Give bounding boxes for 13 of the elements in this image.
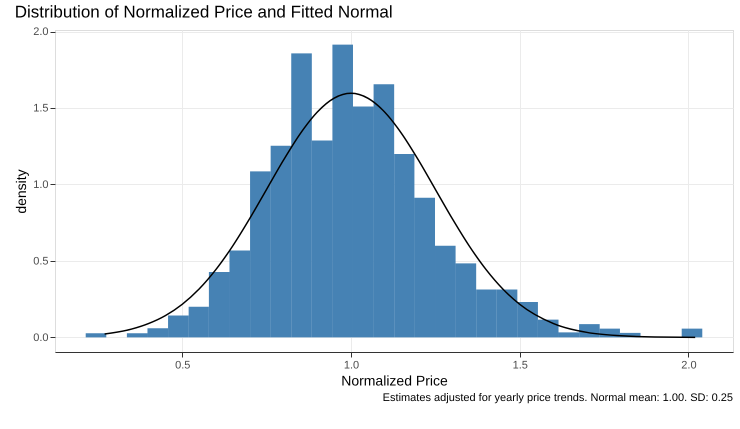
y-tick-label: 1.5 (33, 102, 48, 114)
y-tick-label: 1.0 (33, 178, 48, 191)
x-axis-title: Normalized Price (341, 372, 448, 388)
y-axis-title: density (13, 169, 30, 214)
text: Estimates adjusted for yearly price trends. Normal mean: 1.00. SD: 0.25 (382, 392, 733, 404)
y-tick-label: 0.0 (33, 332, 48, 344)
y-tick-label: 2.0 (33, 26, 48, 38)
x-tick-label: 1.5 (512, 360, 528, 372)
x-tick-label: 2.0 (681, 360, 697, 372)
x-tick-label: 1.0 (344, 360, 360, 372)
x-tick-label: 0.5 (175, 360, 190, 372)
y-tick-label: 0.5 (33, 255, 48, 268)
chart-title: Distribution of Normalized Price and Fitted Normal (14, 2, 393, 22)
